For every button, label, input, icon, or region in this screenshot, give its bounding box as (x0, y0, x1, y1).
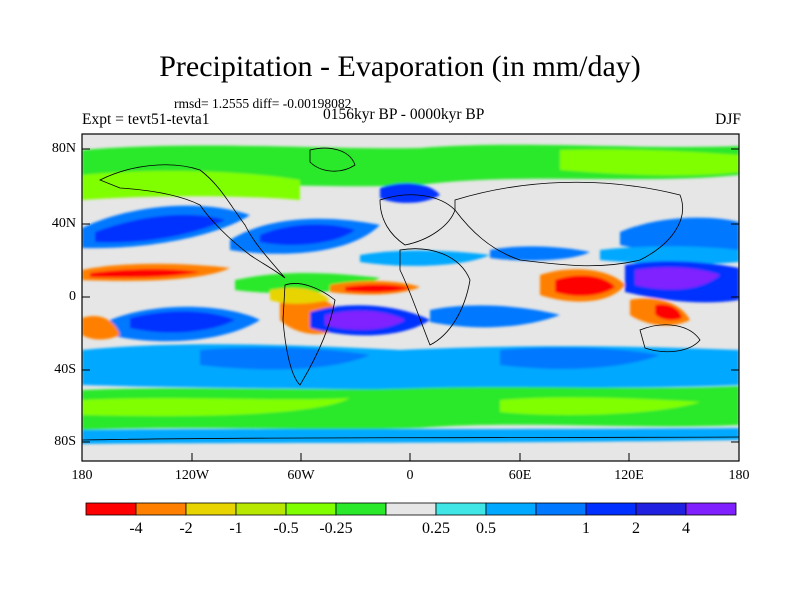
colorbar-bin (85, 502, 137, 516)
colorbar-bin (285, 502, 337, 516)
y-tick-label: 80S (54, 434, 76, 449)
colorbar-label: -4 (129, 520, 143, 537)
y-tick-label: 40N (51, 216, 76, 231)
colorbar-label: 0.5 (476, 520, 496, 537)
map-panel (82, 134, 739, 461)
colorbar-bin (635, 502, 687, 516)
y-tick-label: 40S (54, 362, 76, 377)
colorbar-bin (585, 502, 637, 516)
pminuse-field (82, 144, 739, 444)
colorbar-bin (435, 502, 487, 516)
colorbar-label: 1 (582, 520, 590, 537)
colorbar-label: 2 (632, 520, 640, 537)
rmsd-diff-stats: rmsd= 1.2555 diff= -0.00198082 (174, 96, 352, 111)
x-tick-label: 180 (728, 468, 750, 483)
period-label: 0156kyr BP - 0000kyr BP (323, 106, 485, 123)
x-tick-label: 60E (508, 468, 532, 483)
axis-ticks (81, 148, 740, 461)
x-tick-label: 120W (174, 468, 210, 483)
x-tick-label: 180 (71, 468, 93, 483)
colorbar-label: 0.25 (422, 520, 450, 537)
colorbar-bin (685, 502, 737, 516)
y-tick-label: 0 (69, 289, 76, 304)
colorbar-bin (535, 502, 587, 516)
colorbar-bin (185, 502, 237, 516)
colorbar (85, 502, 737, 516)
coastlines (82, 147, 739, 441)
colorbar-bin (385, 502, 437, 516)
x-tick-label: 0 (406, 468, 414, 483)
y-tick-label: 80N (51, 141, 76, 156)
season-label: DJF (715, 111, 741, 128)
x-tick-label: 120E (614, 468, 644, 483)
colorbar-label: -0.5 (273, 520, 299, 537)
plot-title: Precipitation - Evaporation (in mm/day) (159, 50, 641, 83)
experiment-label: Expt = tevt51-tevta1 (82, 111, 210, 128)
colorbar-label: -2 (179, 520, 193, 537)
x-tick-label: 60W (287, 468, 315, 483)
colorbar-label: -1 (229, 520, 243, 537)
colorbar-bin (335, 502, 387, 516)
colorbar-bin (485, 502, 537, 516)
colorbar-bin (135, 502, 187, 516)
colorbar-bin (235, 502, 287, 516)
colorbar-label: 4 (682, 520, 690, 537)
colorbar-label: -0.25 (319, 520, 353, 537)
